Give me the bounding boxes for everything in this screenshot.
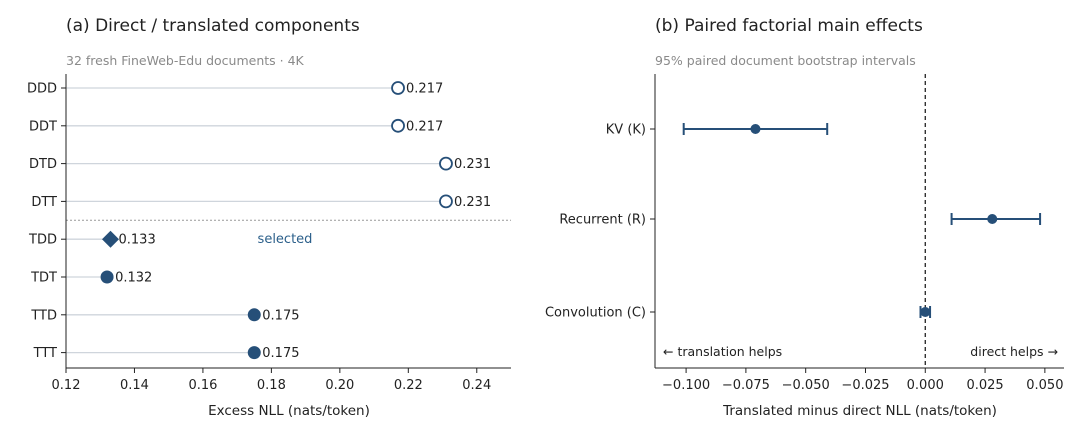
effect-estimate-point [987,214,998,224]
direct-helps-annotation: direct helps → [970,344,1058,359]
x-tick-label: 0.050 [1026,378,1063,393]
y-tick-label: KV (K) [606,123,646,138]
panel-b-y-ticks: KV (K) Recurrent (R) Convolution (C) [545,123,655,321]
y-tick-label: DDT [29,119,57,134]
data-point-diamond [102,230,119,248]
panel-a-row-gridlines [66,87,446,354]
data-point-open [391,81,405,95]
y-tick-label: TTD [30,308,57,323]
panel-a-title: (a) Direct / translated components [66,16,360,36]
selected-annotation: selected [258,232,313,247]
value-label: 0.133 [119,233,156,248]
value-label: 0.231 [454,157,491,172]
x-tick-label: 0.24 [462,378,491,393]
data-point-open [391,118,405,133]
x-tick-label: 0.16 [188,378,217,393]
y-tick-label: DTT [31,195,57,210]
data-point-filled [247,308,261,322]
data-point-filled [100,270,114,284]
x-tick-label: −0.050 [782,378,830,393]
x-tick-label: 0.000 [907,378,944,393]
effect-estimate-point [920,307,931,317]
data-point-open [439,194,453,209]
y-tick-label: TTT [33,346,57,361]
panel-a-subtitle: 32 fresh FineWeb-Edu documents · 4K [66,53,305,68]
panel-b-title: (b) Paired factorial main effects [655,16,923,36]
x-tick-label: 0.025 [966,378,1003,393]
x-tick-label: 0.18 [257,378,286,393]
y-tick-label: DDD [27,82,57,97]
panel-a-value-labels: 0.217 0.217 0.231 0.231 0.133 0.132 0.175 0.175 [115,82,491,362]
x-tick-label: −0.075 [722,378,770,393]
panel-b-x-ticks: −0.100 −0.075 −0.050 −0.025 0.000 0.025 0.050 [662,368,1063,393]
x-tick-label: 0.22 [394,378,423,393]
panel-a-y-ticks: DDD DDT DTD DTT TDD TDT TTD TTT [27,82,66,361]
value-label: 0.175 [262,308,299,323]
translation-helps-annotation: ← translation helps [663,344,782,359]
y-tick-label: Recurrent (R) [559,213,646,228]
y-tick-label: Convolution (C) [545,306,646,321]
panel-b: (b) Paired factorial main effects 95% pa… [545,16,1064,419]
x-tick-label: −0.100 [662,378,710,393]
panel-a-x-ticks: 0.12 0.14 0.16 0.18 0.20 0.22 0.24 [52,368,491,393]
panel-b-x-axis-label: Translated minus direct NLL (nats/token) [722,403,997,419]
value-label: 0.175 [262,346,299,361]
panel-b-axes [654,74,1064,369]
panel-a: (a) Direct / translated components 32 fr… [27,16,511,419]
value-label: 0.231 [454,195,491,210]
value-label: 0.217 [406,119,443,134]
x-tick-label: 0.14 [120,378,149,393]
value-label: 0.132 [115,271,152,286]
panel-a-points [100,81,453,360]
effect-estimate-point [750,124,761,134]
y-tick-label: TDT [30,271,57,286]
x-tick-label: 0.12 [52,378,81,393]
data-point-open [439,156,453,171]
y-tick-label: TDD [28,233,57,248]
x-tick-label: −0.025 [841,378,889,393]
y-tick-label: DTD [29,157,57,172]
panel-b-error-bars [682,123,1042,318]
panel-a-x-axis-label: Excess NLL (nats/token) [208,403,370,419]
panel-a-axes [65,74,511,369]
value-label: 0.217 [406,82,443,97]
x-tick-label: 0.20 [325,378,354,393]
panel-b-subtitle: 95% paired document bootstrap intervals [655,53,916,68]
data-point-filled [247,346,261,360]
